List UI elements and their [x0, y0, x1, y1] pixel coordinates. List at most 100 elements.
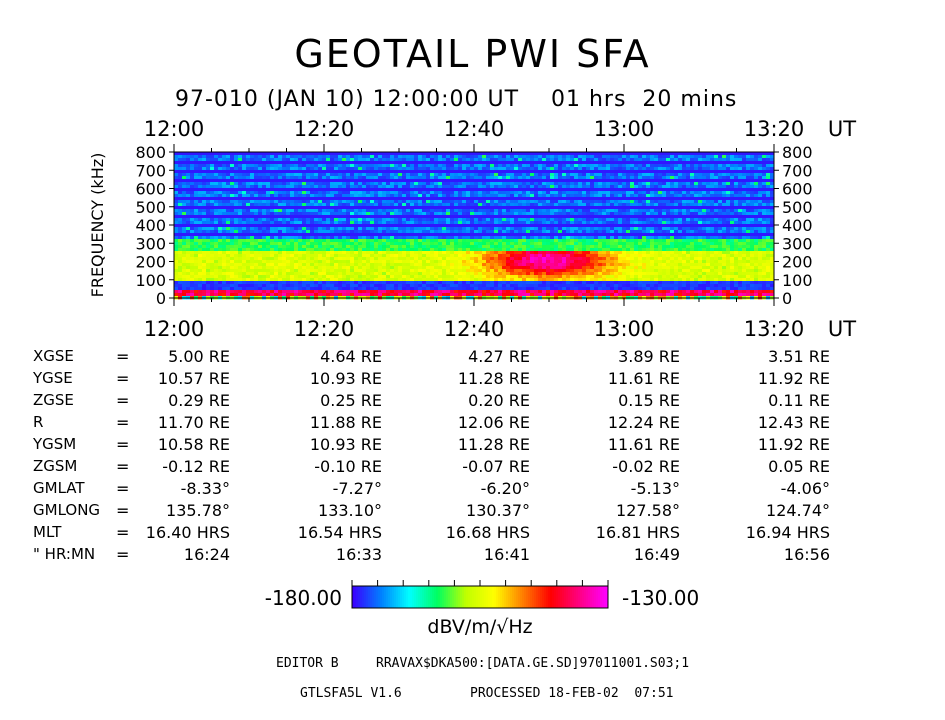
y-tick-label: 600 — [135, 180, 166, 199]
orbit-value: 0.05 RE — [768, 457, 830, 476]
orbit-value: 16:49 — [633, 545, 680, 564]
orbit-value: -4.06° — [780, 479, 830, 498]
orbit-row-equals: = — [116, 391, 130, 410]
orbit-value: 5.00 RE — [168, 347, 230, 366]
orbit-value: 12.43 RE — [757, 413, 830, 432]
y-axis-label: FREQUENCY (kHz) — [88, 153, 107, 298]
orbit-value: 10.93 RE — [309, 369, 382, 388]
y-tick-label: 700 — [135, 161, 166, 180]
x-unit-top: UT — [828, 117, 856, 141]
orbit-row-label: GMLONG — [33, 501, 101, 519]
orbit-value: -8.33° — [180, 479, 230, 498]
orbit-value: 11.92 RE — [757, 369, 830, 388]
y-tick-label: 500 — [135, 198, 166, 217]
y-tick-label-right: 600 — [782, 180, 813, 199]
orbit-value: -0.12 RE — [162, 457, 230, 476]
orbit-value: -6.20° — [480, 479, 530, 498]
spectrogram-heatmap — [174, 152, 775, 300]
orbit-value: 4.64 RE — [320, 347, 382, 366]
page-title: GEOTAIL PWI SFA — [294, 32, 651, 76]
orbit-row-equals: = — [116, 413, 130, 432]
orbit-row-equals: = — [116, 435, 130, 454]
x-tick-label-top: 13:00 — [594, 117, 655, 141]
orbit-value: 16.94 HRS — [745, 523, 830, 542]
orbit-value: -0.10 RE — [314, 457, 382, 476]
editor-label: EDITOR B — [276, 656, 339, 671]
orbit-value: -7.27° — [332, 479, 382, 498]
colorbar-min-label: -180.00 — [265, 586, 342, 610]
orbit-row-label: GMLAT — [33, 479, 85, 497]
orbit-row-equals: = — [116, 479, 130, 498]
y-tick-label-right: 700 — [782, 161, 813, 180]
orbit-row-label: MLT — [33, 523, 62, 541]
orbit-value: -0.02 RE — [612, 457, 680, 476]
orbit-value: 0.11 RE — [768, 391, 830, 410]
y-tick-label-right: 400 — [782, 216, 813, 235]
orbit-value: 4.27 RE — [468, 347, 530, 366]
y-tick-label: 100 — [135, 271, 166, 290]
orbit-value: 11.70 RE — [157, 413, 230, 432]
colorbar-max-label: -130.00 — [622, 586, 699, 610]
y-tick-label-right: 300 — [782, 234, 813, 253]
y-tick-label-right: 0 — [782, 289, 792, 308]
orbit-value: 3.89 RE — [618, 347, 680, 366]
orbit-value: 11.28 RE — [457, 435, 530, 454]
orbit-value: 10.93 RE — [309, 435, 382, 454]
y-tick-label-right: 100 — [782, 271, 813, 290]
orbit-value: 3.51 RE — [768, 347, 830, 366]
orbit-row-label: " HR:MN — [33, 545, 96, 563]
program-version: GTLSFA5L V1.6 — [300, 686, 402, 701]
orbit-row-equals: = — [116, 523, 130, 542]
orbit-value: 130.37° — [466, 501, 530, 520]
orbit-value: 0.15 RE — [618, 391, 680, 410]
orbit-row-label: YGSM — [33, 435, 77, 453]
orbit-value: 12.24 RE — [607, 413, 680, 432]
orbit-row-label: YGSE — [33, 369, 73, 387]
x-tick-label-bottom: 13:00 — [594, 317, 655, 341]
x-tick-label-top: 13:20 — [744, 117, 805, 141]
orbit-value: 127.58° — [616, 501, 680, 520]
orbit-row-equals: = — [116, 369, 130, 388]
x-tick-label-top: 12:00 — [144, 117, 205, 141]
orbit-value: -0.07 RE — [462, 457, 530, 476]
orbit-row-label: ZGSM — [33, 457, 78, 475]
orbit-value: 11.88 RE — [309, 413, 382, 432]
y-tick-label: 0 — [156, 289, 166, 308]
orbit-value: 16:33 — [335, 545, 382, 564]
y-tick-label-right: 500 — [782, 198, 813, 217]
file-path: RRAVAX$DKA500:[DATA.GE.SD]97011001.S03;1 — [376, 656, 690, 671]
processed-date: PROCESSED 18-FEB-02 07:51 — [470, 686, 674, 701]
orbit-value: 16:56 — [783, 545, 830, 564]
y-tick-label: 400 — [135, 216, 166, 235]
orbit-value: 0.20 RE — [468, 391, 530, 410]
orbit-value: 0.29 RE — [168, 391, 230, 410]
orbit-row-label: XGSE — [33, 347, 74, 365]
orbit-value: 10.57 RE — [157, 369, 230, 388]
orbit-row-equals: = — [116, 545, 130, 564]
y-tick-label: 800 — [135, 143, 166, 162]
x-unit-bottom: UT — [828, 317, 856, 341]
y-tick-label: 200 — [135, 253, 166, 272]
orbit-row-label: R — [33, 413, 44, 431]
orbit-value: 133.10° — [318, 501, 382, 520]
orbit-value: 10.58 RE — [157, 435, 230, 454]
orbit-value: 16.68 HRS — [445, 523, 530, 542]
orbit-value: -5.13° — [630, 479, 680, 498]
orbit-value: 16.40 HRS — [145, 523, 230, 542]
x-tick-label-bottom: 13:20 — [744, 317, 805, 341]
y-tick-label-right: 200 — [782, 253, 813, 272]
orbit-row-equals: = — [116, 457, 130, 476]
colorbar: -180.00 -130.00 dBV/m/√Hz — [265, 580, 699, 638]
orbit-value: 16.81 HRS — [595, 523, 680, 542]
orbit-value: 135.78° — [166, 501, 230, 520]
colorbar-unit-label: dBV/m/√Hz — [427, 616, 532, 638]
y-tick-label: 300 — [135, 234, 166, 253]
x-tick-label-top: 12:20 — [294, 117, 355, 141]
x-tick-label-bottom: 12:00 — [144, 317, 205, 341]
orbit-value: 11.61 RE — [607, 369, 680, 388]
orbit-row-label: ZGSE — [33, 391, 74, 409]
orbit-row-equals: = — [116, 501, 130, 520]
